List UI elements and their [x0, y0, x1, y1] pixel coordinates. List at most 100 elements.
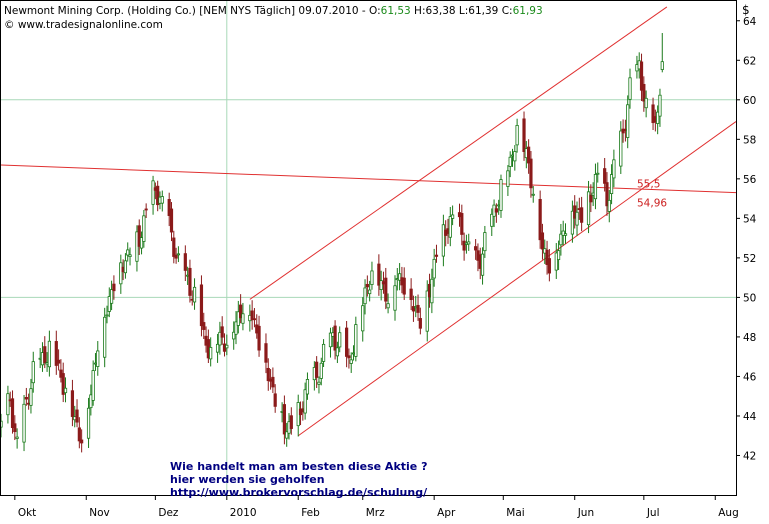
candle-body	[172, 237, 176, 257]
x-tick-label: 2010	[230, 507, 257, 519]
candle-body	[402, 277, 406, 295]
candle-body	[515, 125, 519, 146]
candle-body	[639, 61, 644, 91]
candle-body	[112, 283, 116, 292]
title-text: Newmont Mining Corp. (Holding Co.) [NEM …	[4, 5, 369, 17]
candle-body	[31, 361, 35, 384]
note-line-1: Wie handelt man am besten diese Aktie ?	[170, 460, 427, 473]
candle-body	[123, 260, 128, 274]
candle-body	[522, 118, 526, 152]
candle-body	[80, 439, 84, 444]
candle-body	[319, 362, 323, 379]
candle-body	[547, 258, 551, 274]
candle-body	[393, 285, 397, 311]
low-label: L:	[456, 5, 469, 17]
x-tick-label: Mai	[506, 507, 524, 519]
candle-body	[285, 431, 289, 439]
candle-body	[328, 332, 333, 348]
candle-body	[303, 389, 307, 414]
candle-body	[22, 403, 26, 443]
candle-body	[589, 194, 593, 203]
candle-body	[430, 278, 434, 304]
candle-body	[411, 306, 416, 312]
y-tick-label: 42	[743, 450, 756, 462]
note-line-2: hier werden sie geholfen	[170, 473, 325, 486]
candle-body	[545, 249, 549, 265]
note-link[interactable]: http://www.brokervorschlag.de/schulung/	[170, 486, 428, 499]
x-tick-label: Jun	[577, 507, 594, 519]
candle-body	[561, 230, 565, 236]
candle-body	[61, 373, 65, 395]
candle-body	[494, 208, 498, 213]
low-value: 61,39	[468, 5, 498, 17]
candle-body	[531, 193, 535, 196]
candle-body	[169, 208, 174, 233]
y-tick-label: 54	[743, 213, 757, 225]
candle-body	[119, 262, 123, 285]
candle-body	[24, 397, 28, 400]
candle-body	[609, 174, 614, 195]
candle-body	[506, 170, 510, 187]
x-tick-label: Nov	[89, 507, 110, 519]
candle-body	[151, 180, 155, 205]
candle-body	[202, 322, 206, 330]
candle-body	[15, 436, 19, 439]
x-tick-label: Okt	[18, 507, 36, 519]
candle-body	[264, 343, 268, 363]
candle-body	[234, 321, 238, 335]
y-tick-label: 58	[743, 134, 756, 146]
open-value: 61,53	[381, 5, 411, 17]
candle-body	[432, 258, 436, 279]
candle-body	[305, 379, 310, 395]
candle-body	[317, 381, 321, 385]
candle-body	[236, 311, 240, 326]
candle-body	[384, 277, 388, 302]
candle-body	[660, 61, 664, 70]
candle-body	[377, 263, 381, 286]
candle-body	[628, 77, 632, 100]
candle-body	[89, 394, 93, 409]
candle-body	[335, 347, 339, 357]
candle-body	[554, 252, 558, 271]
y-tick-label: 60	[743, 95, 756, 107]
candle-body	[363, 287, 367, 305]
candle-body	[379, 280, 383, 291]
source-label: © www.tradesignalonline.com	[4, 19, 163, 31]
candle-body	[137, 225, 141, 247]
candle-body	[289, 415, 293, 429]
candle-body	[142, 215, 146, 242]
trendline-horizontal-resistance	[0, 164, 737, 194]
candle-body	[29, 388, 33, 406]
candle-body	[105, 314, 109, 317]
candle-body	[57, 359, 61, 364]
candle-body	[188, 267, 192, 296]
candle-body	[0, 420, 3, 428]
candle-body	[338, 332, 342, 348]
candle-body	[250, 310, 254, 321]
candle-body	[128, 254, 132, 257]
candle-body	[321, 343, 326, 362]
currency-label: $	[742, 3, 750, 17]
candle-body	[183, 253, 187, 271]
candle-body	[441, 224, 445, 257]
candle-body	[499, 179, 503, 211]
candle-body	[63, 387, 68, 394]
candle-body	[480, 253, 485, 276]
candle-body	[174, 254, 178, 259]
candle-body	[361, 305, 365, 332]
y-tick-label: 48	[743, 332, 756, 344]
candle-body	[192, 286, 197, 303]
candle-body	[540, 232, 545, 250]
candle-body	[474, 246, 478, 251]
candle-body	[365, 283, 369, 288]
candle-body	[199, 284, 204, 327]
candle-body	[47, 340, 51, 368]
candle-body	[252, 318, 257, 321]
high-value: 63,38	[426, 5, 456, 17]
candle-body	[75, 409, 79, 423]
candle-body	[107, 296, 111, 312]
trendline-upper-channel	[249, 6, 668, 300]
x-tick-label: Aug	[718, 507, 739, 519]
candle-body	[386, 303, 390, 309]
